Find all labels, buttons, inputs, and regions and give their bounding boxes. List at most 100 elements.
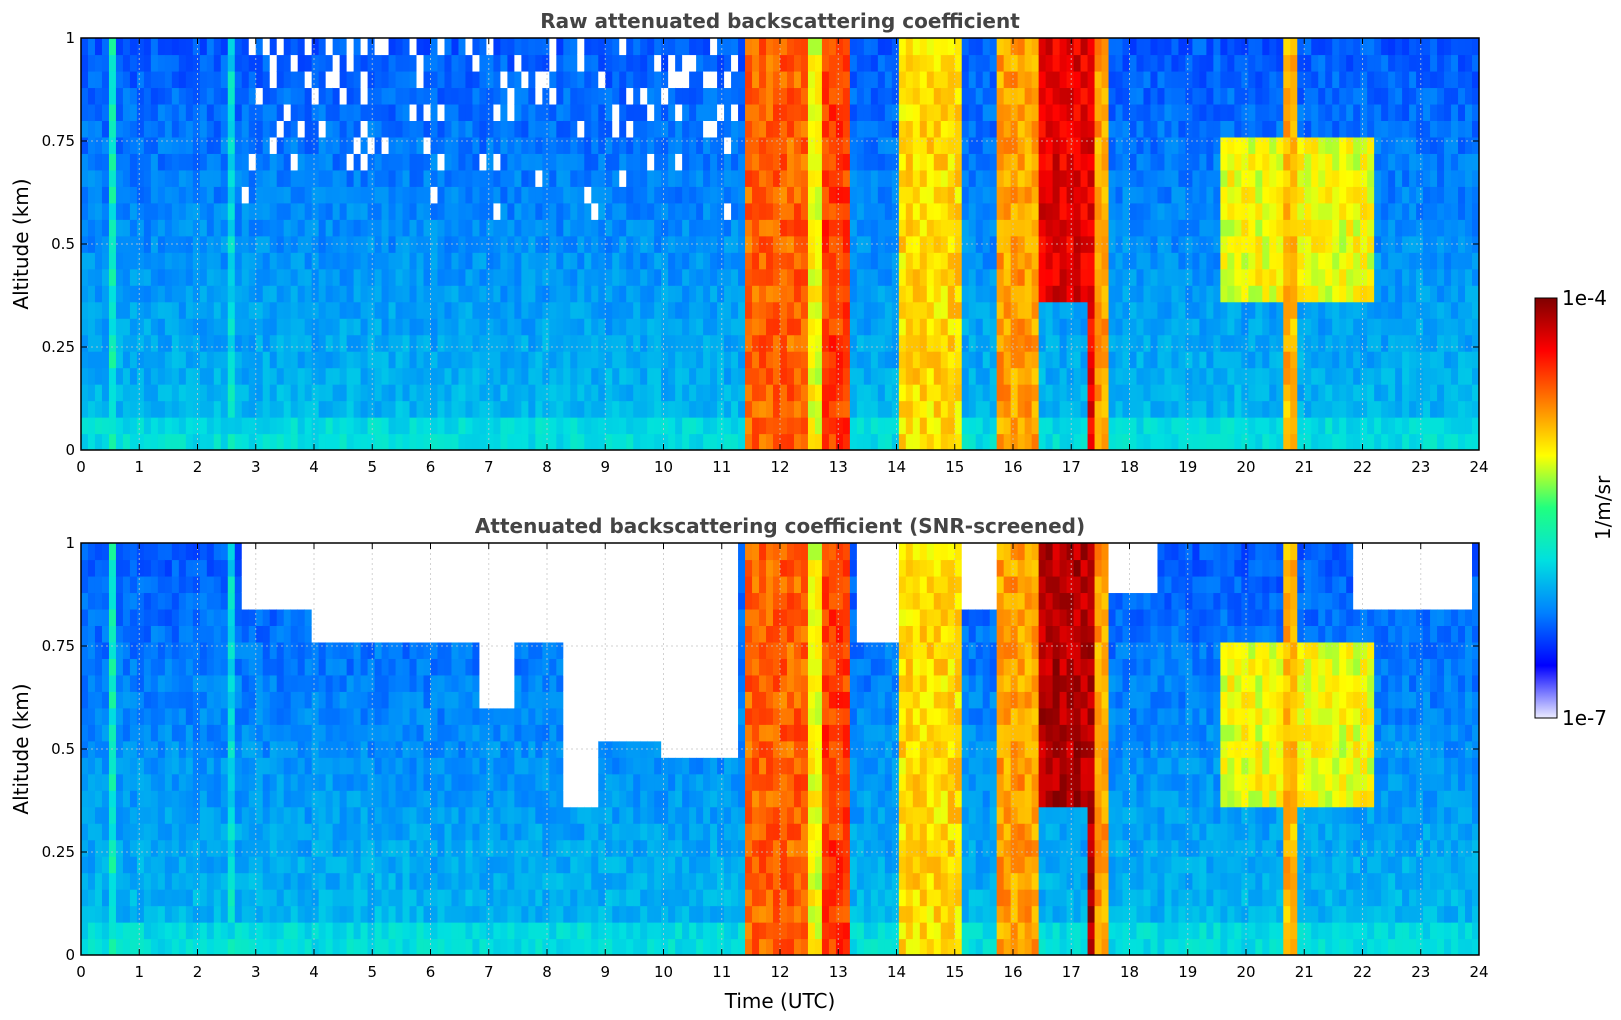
heatmap-cell	[947, 252, 956, 270]
heatmap-cell	[192, 318, 201, 336]
heatmap-cell	[1458, 70, 1466, 89]
heatmap-cell	[724, 54, 732, 72]
heatmap-cell	[94, 186, 103, 204]
heatmap-cell	[556, 235, 564, 253]
heatmap-cell	[1213, 252, 1221, 270]
heatmap-cell	[961, 318, 970, 336]
heatmap-cell	[940, 351, 949, 369]
heatmap-cell	[1339, 70, 1347, 89]
heatmap-cell	[759, 153, 767, 171]
heatmap-cell	[1430, 252, 1438, 270]
heatmap-cell	[954, 153, 963, 171]
heatmap-cell	[241, 384, 250, 402]
heatmap-cell	[668, 169, 676, 187]
heatmap-cell	[1451, 252, 1459, 270]
heatmap-cell	[465, 318, 474, 336]
heatmap-cell	[1234, 70, 1242, 89]
heatmap-cell	[1444, 153, 1452, 171]
heatmap-cell	[486, 54, 495, 72]
heatmap-cell	[814, 334, 823, 352]
heatmap-cell	[1374, 351, 1382, 369]
heatmap-cell	[451, 400, 460, 418]
heatmap-cell	[696, 54, 704, 72]
heatmap-cell	[1395, 54, 1403, 72]
heatmap-cell	[766, 252, 774, 270]
heatmap-cell	[416, 54, 425, 72]
heatmap-cell	[1185, 87, 1194, 105]
heatmap-cell	[1017, 38, 1026, 56]
heatmap-cell	[647, 433, 655, 450]
heatmap-cell	[717, 400, 725, 418]
heatmap-cell	[1003, 285, 1012, 303]
heatmap-cell	[807, 384, 816, 402]
heatmap-cell	[1374, 87, 1382, 105]
heatmap-cell	[1031, 38, 1040, 56]
heatmap-cell	[640, 70, 648, 89]
heatmap-cell	[192, 400, 201, 418]
heatmap-cell	[486, 384, 495, 402]
heatmap-cell	[842, 38, 851, 56]
heatmap-cell	[1220, 186, 1228, 204]
heatmap-cell	[150, 87, 159, 105]
heatmap-cell	[1003, 202, 1012, 220]
heatmap-cell	[1318, 301, 1326, 319]
heatmap-cell	[1430, 400, 1438, 418]
heatmap-cell	[81, 103, 89, 121]
heatmap-cell	[1059, 54, 1068, 72]
heatmap-cell	[1346, 219, 1354, 237]
heatmap-cell	[521, 334, 529, 352]
heatmap-cell	[793, 433, 802, 450]
heatmap-cell	[1395, 301, 1403, 319]
heatmap-cell	[745, 433, 753, 450]
heatmap-cell	[696, 318, 704, 336]
heatmap-cell	[800, 219, 809, 237]
heatmap-cell	[1031, 318, 1040, 336]
heatmap-cell	[472, 54, 481, 72]
heatmap-cell	[94, 70, 103, 89]
heatmap-cell	[759, 433, 767, 450]
heatmap-cell	[409, 120, 418, 138]
heatmap-cell	[1437, 120, 1445, 138]
heatmap-cell	[919, 120, 928, 138]
heatmap-cell	[738, 153, 746, 171]
heatmap-cell	[1290, 285, 1298, 303]
heatmap-cell	[1080, 219, 1089, 237]
heatmap-cell	[1451, 186, 1459, 204]
heatmap-cell	[1213, 318, 1221, 336]
heatmap-cell	[1031, 351, 1040, 369]
heatmap-cell	[206, 54, 215, 72]
heatmap-cell	[1269, 384, 1277, 402]
heatmap-cell	[905, 235, 914, 253]
heatmap-cell	[521, 120, 529, 138]
heatmap-cell	[612, 433, 620, 450]
heatmap-cell	[591, 202, 599, 220]
heatmap-cell	[402, 219, 411, 237]
heatmap-cell	[157, 169, 166, 187]
heatmap-cell	[989, 433, 998, 450]
heatmap-cell	[570, 268, 578, 286]
heatmap-cell	[633, 70, 641, 89]
heatmap-cell	[129, 87, 138, 105]
heatmap-cell	[661, 351, 669, 369]
heatmap-cell	[891, 285, 900, 303]
heatmap-cell	[1318, 318, 1326, 336]
heatmap-cell	[689, 400, 697, 418]
heatmap-cell	[1010, 153, 1019, 171]
heatmap-cell	[255, 433, 264, 450]
heatmap-cell	[1374, 136, 1382, 154]
heatmap-cell	[738, 252, 746, 270]
heatmap-cell	[1164, 103, 1173, 121]
heatmap-cell	[1290, 169, 1298, 187]
heatmap-cell	[752, 384, 760, 402]
heatmap-cell	[388, 367, 397, 385]
heatmap-cell	[1339, 417, 1347, 435]
heatmap-cell	[388, 54, 397, 72]
heatmap-cell	[234, 417, 243, 435]
heatmap-cell	[1080, 54, 1089, 72]
heatmap-cell	[1171, 235, 1180, 253]
heatmap-cell	[1353, 301, 1361, 319]
heatmap-cell	[1199, 169, 1207, 187]
heatmap-cell	[961, 384, 970, 402]
heatmap-cell	[535, 301, 543, 319]
heatmap-cell	[738, 417, 746, 435]
